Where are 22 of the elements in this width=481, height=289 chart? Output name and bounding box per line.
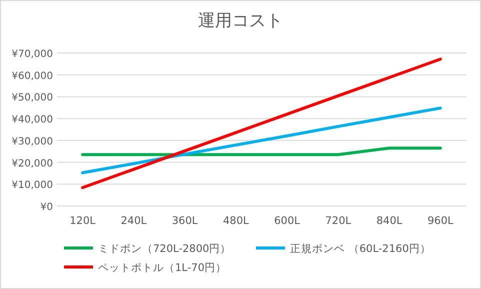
y-tick-label: ¥0 — [40, 202, 53, 213]
legend-label: ミドボン（720L-2800円） — [98, 243, 232, 255]
x-tick-label: 240L — [120, 215, 147, 227]
x-tick-label: 840L — [376, 215, 402, 227]
x-tick-label: 120L — [70, 215, 96, 227]
line-series — [81, 58, 442, 190]
y-tick-label: ¥50,000 — [12, 92, 53, 104]
x-tick-label: 720L — [325, 215, 352, 227]
y-tick-label: ¥60,000 — [12, 70, 53, 82]
legend-label: ペットボトル（1L-70円） — [98, 262, 226, 274]
x-tick-label: 480L — [222, 215, 250, 227]
y-tick-label: ¥10,000 — [12, 180, 53, 192]
line-series — [81, 106, 442, 174]
legend-label: 正規ボンベ （60L-2160円） — [290, 243, 431, 255]
y-tick-label: ¥20,000 — [12, 158, 53, 170]
y-tick-label: ¥40,000 — [12, 114, 53, 126]
x-tick-label: 960L — [427, 215, 454, 227]
chart-title: 運用コスト — [198, 11, 283, 31]
y-tick-label: ¥70,000 — [12, 49, 53, 60]
x-tick-label: 360L — [172, 215, 198, 227]
x-tick-label: 600L — [274, 215, 300, 227]
y-tick-label: ¥30,000 — [12, 136, 53, 148]
